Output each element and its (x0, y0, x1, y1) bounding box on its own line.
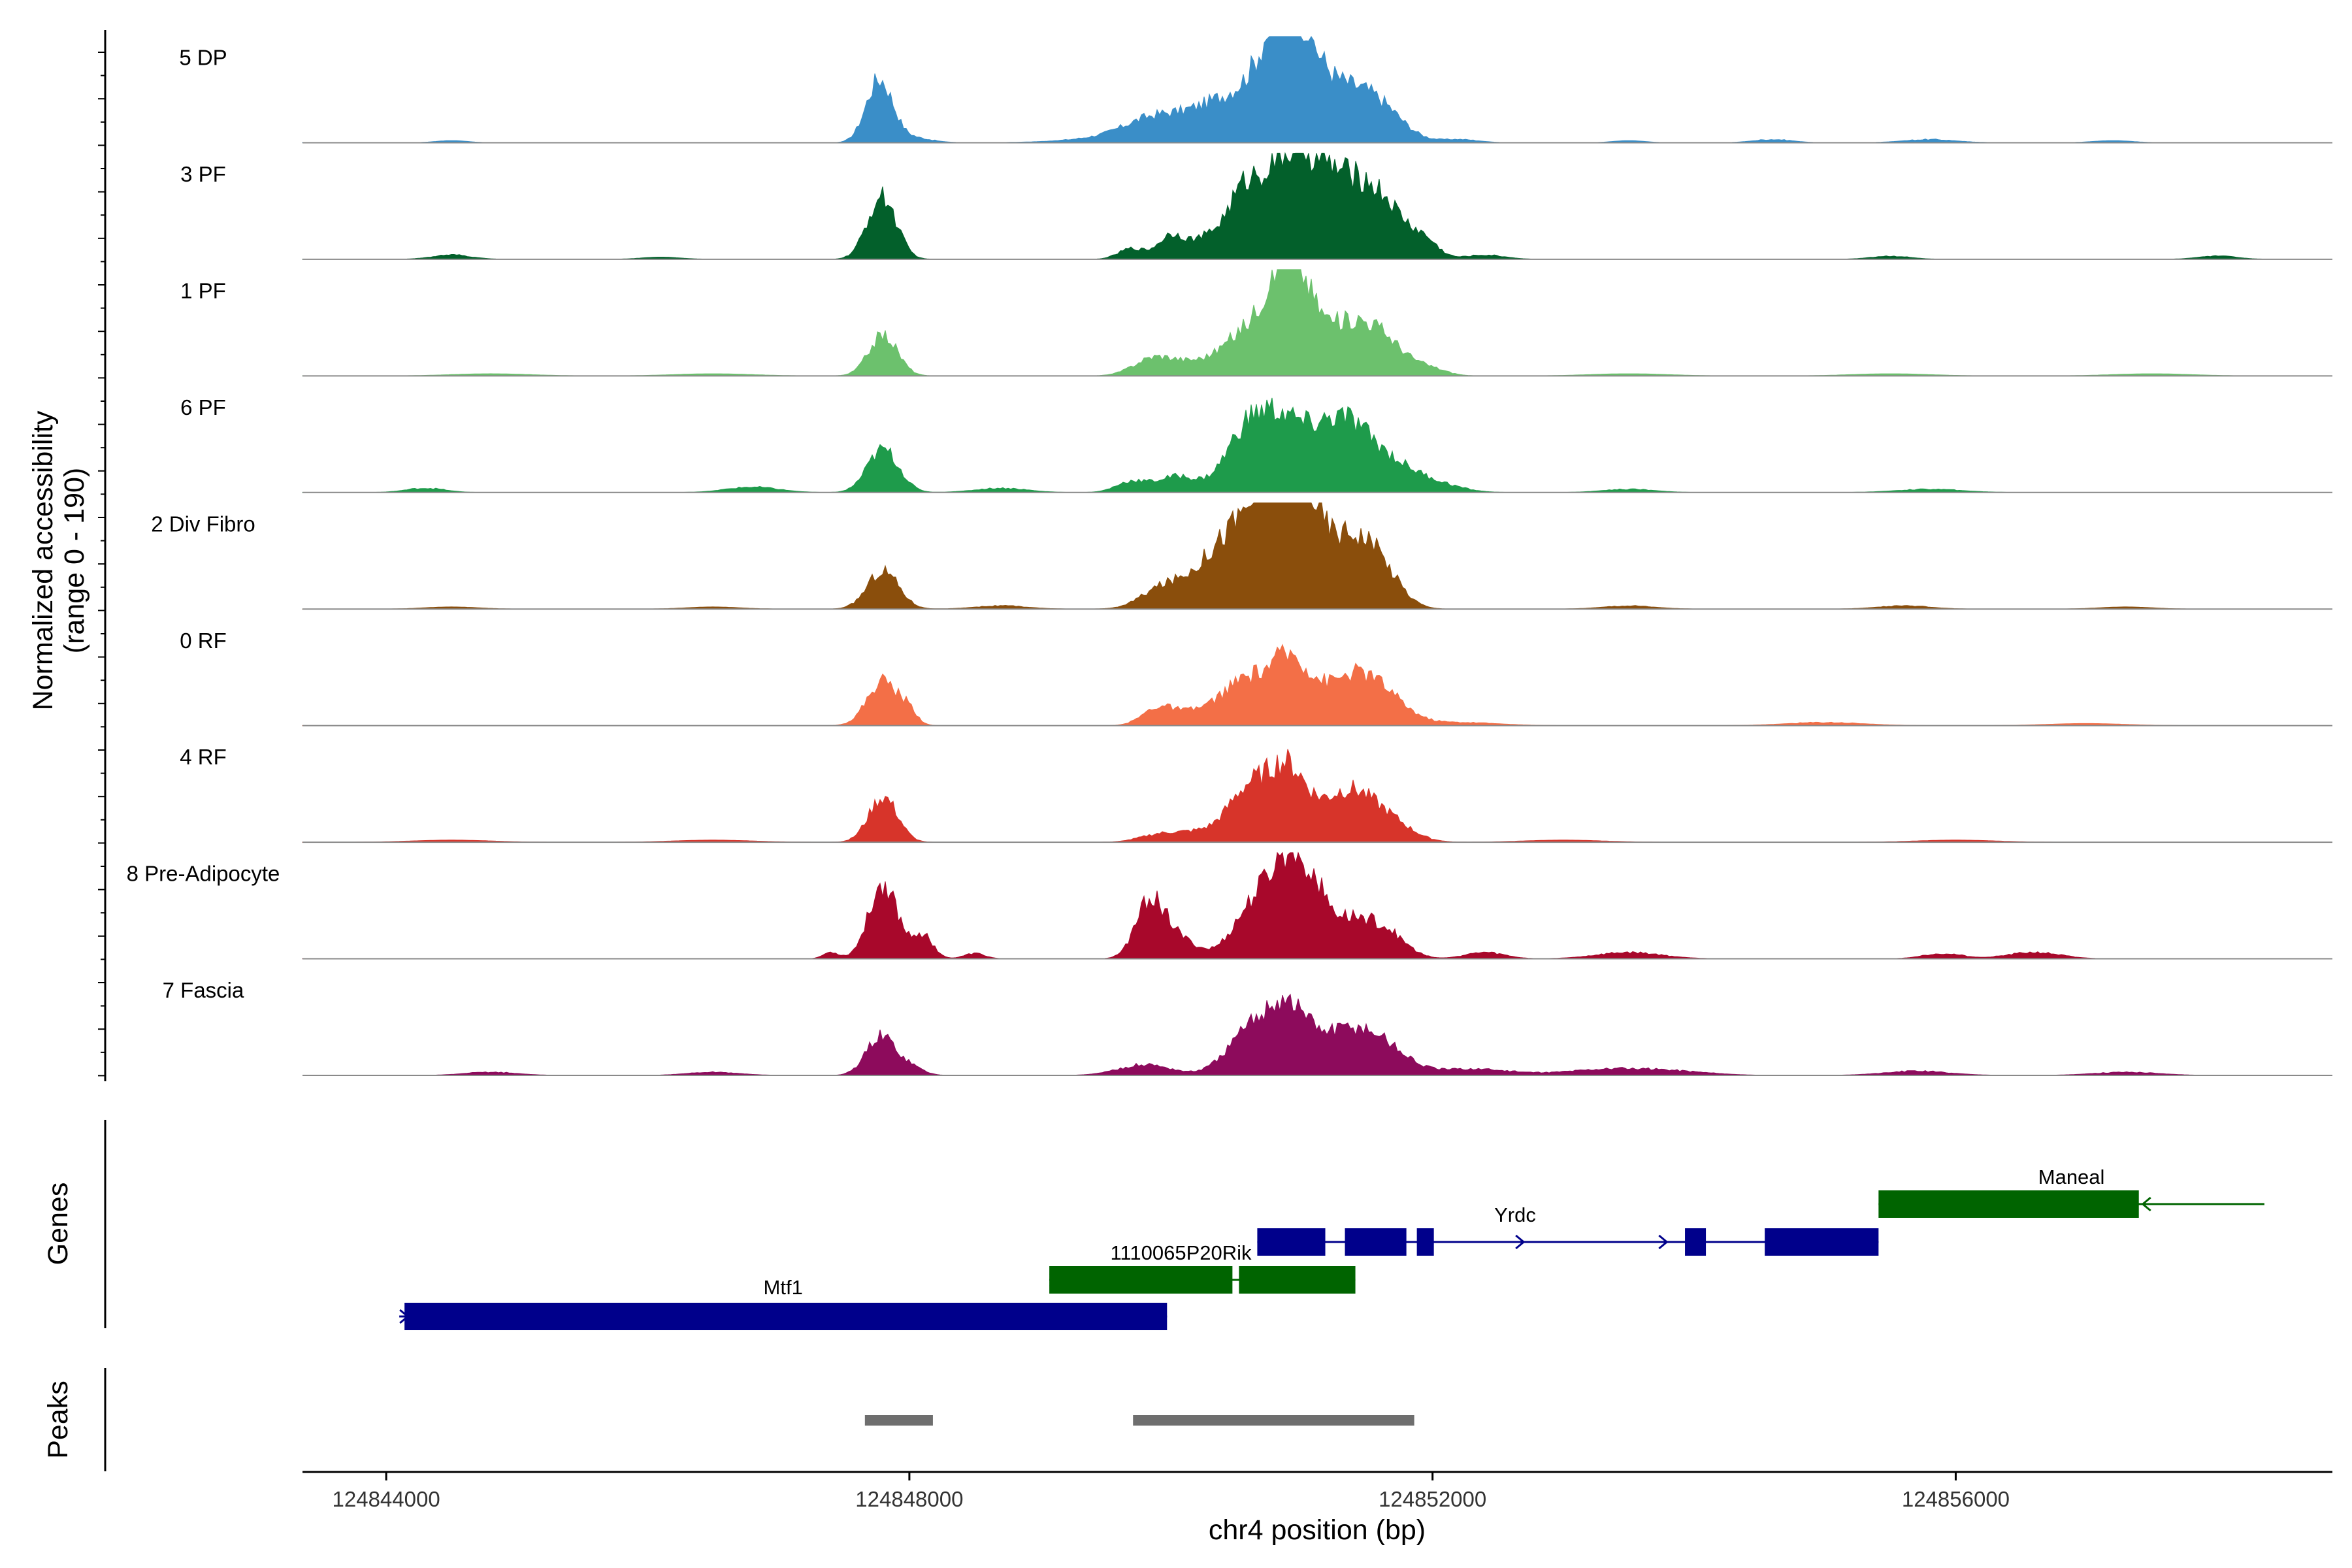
gene-maneal: Maneal (1878, 1166, 2264, 1218)
track-label: 8 Pre-Adipocyte (127, 862, 280, 886)
x-tick-label: 124856000 (1902, 1487, 2010, 1511)
peak-regions (864, 1415, 1414, 1426)
track-label: 6 PF (180, 395, 226, 419)
gene-label: 1110065P20Rik (1110, 1241, 1252, 1264)
x-axis-title: chr4 position (bp) (1209, 1514, 1426, 1546)
gene-label: Yrdc (1494, 1203, 1536, 1226)
strand-arrow (1515, 1234, 1526, 1250)
track-label: 4 RF (180, 745, 227, 769)
strand-arrow (399, 1309, 410, 1324)
gene-mtf1: Mtf1 (399, 1276, 1168, 1330)
gene-exon (1765, 1228, 1879, 1256)
y-axis-title-line1: Normalized accessibility (27, 410, 59, 710)
genes-panel: Genes Mtf1 1110065P20Rik Yrdc Maneal (42, 1120, 2264, 1330)
track-label: 7 Fascia (163, 978, 244, 1002)
track-label: 1 PF (180, 278, 226, 302)
track-3-pf: 3 PF (180, 152, 2332, 260)
track-label: 5 DP (179, 46, 227, 70)
track-0-rf: 0 RF (180, 629, 2332, 727)
strand-arrow (1658, 1234, 1669, 1250)
gene-label: Mtf1 (764, 1276, 803, 1299)
gene-exon (1239, 1266, 1356, 1294)
accessibility-y-ticks (98, 52, 105, 1077)
peaks-panel: Peaks (42, 1368, 1414, 1471)
gene-exon (1049, 1266, 1233, 1294)
x-axis-ticks: 124844000 124848000 124852000 124856000 (333, 1472, 2010, 1511)
genes-panel-title: Genes (42, 1183, 74, 1266)
track-4-rf: 4 RF (180, 745, 2332, 843)
x-tick-label: 124844000 (333, 1487, 440, 1511)
peaks-panel-title: Peaks (42, 1380, 74, 1459)
track-1-pf: 1 PF (180, 269, 2332, 377)
track-8-pre-adipocyte: 8 Pre-Adipocyte (127, 851, 2332, 960)
coverage-tracks: 5 DP 3 PF 1 PF 6 PF 2 Div Fibro 0 RF 4 RF 8 Pre… (127, 35, 2332, 1076)
x-tick-label: 124852000 (1379, 1487, 1486, 1511)
accessibility-panel: 5 DP 3 PF 1 PF 6 PF 2 Div Fibro 0 RF 4 RF 8 Pre… (27, 30, 2332, 1081)
peak-region-bar (864, 1415, 933, 1426)
track-6-pf: 6 PF (180, 395, 2332, 493)
track-label: 0 RF (180, 629, 227, 653)
gene-label: Maneal (2038, 1166, 2105, 1188)
track-5-dp: 5 DP (179, 35, 2332, 144)
track-label: 2 Div Fibro (151, 512, 255, 536)
strand-arrow (2141, 1196, 2151, 1212)
gene-exon (1685, 1228, 1707, 1256)
track-7-fascia: 7 Fascia (163, 978, 2332, 1076)
track-label: 3 PF (180, 162, 226, 186)
peak-region-bar (1133, 1415, 1414, 1426)
gene-yrdc: Yrdc (1257, 1203, 1879, 1256)
gene-exon (1345, 1228, 1407, 1256)
strand-arrow (1257, 1234, 1267, 1250)
track-2-div-fibro: 2 Div Fibro (151, 502, 2332, 610)
gene-models: Mtf1 1110065P20Rik Yrdc Maneal (399, 1166, 2264, 1330)
y-axis-title-line2: (range 0 - 190) (59, 468, 90, 653)
gene-exon (1416, 1228, 1434, 1256)
gene-exon (1257, 1228, 1326, 1256)
strand-arrow (1049, 1272, 1060, 1288)
gene-exon (404, 1303, 1168, 1330)
x-axis: 124844000 124848000 124852000 124856000 chr… (302, 1471, 2332, 1546)
gene-exon (1878, 1190, 2139, 1218)
x-tick-label: 124848000 (855, 1487, 963, 1511)
gene-1110065p20rik: 1110065P20Rik (1049, 1241, 1356, 1294)
